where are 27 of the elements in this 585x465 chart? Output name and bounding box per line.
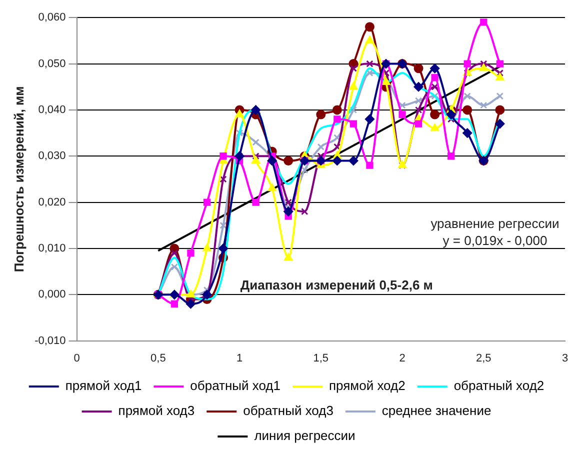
y-tick-label: 0,010	[38, 242, 66, 254]
y-tick-label: 0,040	[38, 104, 66, 116]
annotation: Диапазон измерений 0,5-2,6 м	[240, 277, 433, 292]
legend-label: обратный ход1	[190, 378, 281, 394]
legend-label: среднее значение	[382, 403, 492, 418]
y-axis-title: Погрешность измерений, мм	[11, 86, 26, 272]
x-tick-label: 3	[562, 352, 568, 364]
annotation: y = 0,019x - 0,000	[442, 232, 548, 248]
y-tick-label: 0,030	[38, 150, 66, 162]
x-tick-label: 2	[399, 352, 406, 364]
legend-label: прямой ход3	[118, 403, 195, 418]
y-tick-label: 0,020	[38, 196, 66, 208]
annotation: уравнение регрессии	[430, 216, 560, 232]
y-tick-label: 0,000	[38, 288, 66, 301]
y-tick-label: 0,060	[38, 12, 66, 24]
legend-label: прямой ход1	[65, 378, 142, 394]
legend-label: обратный ход2	[454, 378, 544, 394]
legend-label: обратный ход3	[243, 403, 334, 418]
y-tick-label: 0,050	[38, 58, 66, 70]
x-tick-label: 1,5	[313, 352, 329, 364]
y-tick-label: -0,010	[34, 334, 66, 347]
x-tick-label: 1	[236, 352, 243, 364]
legend-label: линия регрессии	[254, 428, 356, 444]
x-tick-label: 0,5	[150, 352, 166, 364]
legend-label: прямой ход2	[329, 378, 406, 394]
x-tick-label: 0	[74, 352, 80, 364]
x-tick-label: 2,5	[476, 352, 492, 364]
